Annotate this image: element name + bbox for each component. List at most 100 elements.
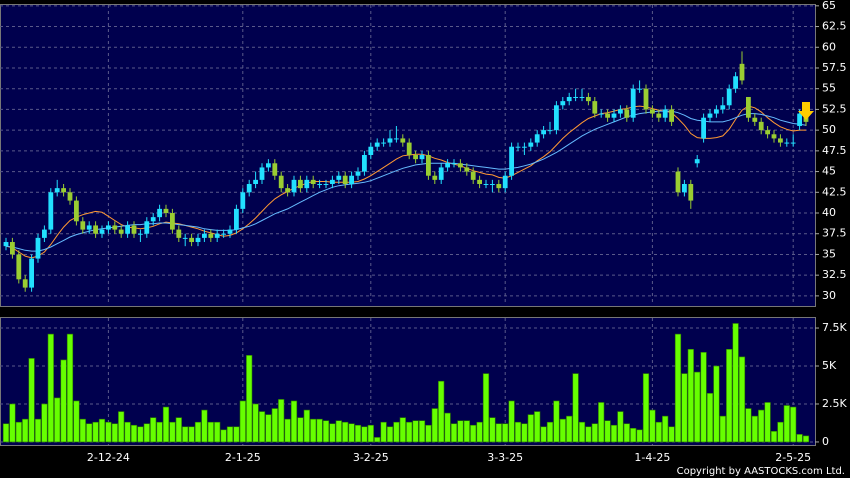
volume-bar — [566, 415, 573, 443]
x-tick-label: 3-2-25 — [353, 451, 389, 464]
latest-arrow — [798, 102, 814, 120]
volume-bar — [450, 423, 458, 443]
candle-body — [182, 237, 188, 239]
y-tick-label: 40 — [822, 206, 836, 219]
volume-bar — [335, 420, 342, 443]
candle-body — [618, 109, 623, 114]
y-tick-label: 32.5 — [822, 268, 847, 281]
volume-bar — [239, 400, 246, 443]
volume-bar — [393, 421, 400, 443]
volume-bar — [15, 421, 22, 443]
volume-bar — [220, 429, 227, 443]
volume-bar — [303, 409, 310, 443]
volume-bar — [649, 409, 656, 443]
candle-body — [790, 142, 796, 144]
volume-bar — [169, 421, 176, 443]
volume-bar — [316, 418, 323, 443]
candle-body — [29, 258, 34, 288]
candle-body — [739, 63, 745, 81]
candle-body — [502, 175, 508, 189]
volume-bar — [105, 421, 112, 443]
volume-bar — [386, 426, 394, 443]
y-tick-label: 55 — [822, 82, 836, 95]
candle-body — [381, 142, 386, 144]
candle-body — [797, 113, 802, 126]
volume-bar — [258, 411, 266, 443]
candle-body — [118, 229, 124, 234]
volume-bar — [790, 406, 797, 443]
candle-body — [342, 175, 348, 185]
candle-body — [394, 138, 399, 140]
volume-bar — [354, 424, 362, 443]
candle-body — [259, 167, 265, 180]
candle-body — [291, 179, 297, 193]
volume-bar — [534, 411, 541, 443]
volume-bar — [770, 431, 778, 443]
volume-bar — [655, 421, 662, 443]
candle-body — [266, 163, 271, 168]
candle-body — [355, 171, 361, 176]
y-tick-label: 0 — [822, 435, 829, 448]
y-tick-label: 37.5 — [822, 227, 847, 240]
volume-bar — [66, 333, 74, 443]
candle-body — [61, 188, 66, 193]
volume-bar — [156, 421, 163, 443]
candle-body — [451, 163, 457, 165]
candle-body — [93, 225, 98, 234]
candle-body — [202, 233, 207, 238]
plot-layer: 30 32.5 35 37.5 40 42.5 45 47.5 50 52.5 55 57.5 60 62… — [0, 0, 847, 464]
candle-body — [278, 175, 284, 189]
y-tick-label: 30 — [822, 289, 836, 302]
volume-bar — [130, 424, 138, 443]
candle-body — [304, 179, 310, 189]
candle-body — [112, 225, 118, 230]
candle-body — [157, 208, 162, 218]
candle-body — [765, 130, 770, 135]
volume-bar — [278, 399, 285, 443]
candle-body — [771, 134, 777, 139]
volume-bar — [463, 420, 470, 443]
y-tick-label: 62.5 — [822, 20, 847, 33]
volume-bar — [502, 423, 509, 443]
candle-body — [701, 117, 706, 139]
volume-bar — [444, 412, 451, 443]
candle-body — [234, 208, 239, 230]
candle-body — [643, 88, 649, 110]
volume-bar — [668, 426, 675, 443]
candle-body — [522, 146, 527, 148]
candle-body — [746, 96, 751, 118]
volume-bar — [604, 420, 611, 443]
candle-body — [406, 142, 412, 155]
candle-body — [630, 88, 636, 118]
candle-body — [131, 225, 137, 234]
volume-bar — [367, 424, 374, 443]
candle-body — [752, 117, 758, 122]
candle-body — [298, 179, 303, 189]
candle-body — [170, 213, 175, 230]
copyright: Copyright by AASTOCKS.com Ltd. — [677, 466, 845, 477]
x-tick-label: 3-3-25 — [487, 451, 523, 464]
candle-body — [285, 188, 290, 193]
candle-body — [470, 171, 476, 180]
volume-bar — [79, 418, 86, 443]
volume-bar — [764, 402, 771, 443]
volume-bar — [22, 418, 29, 443]
candle-body — [560, 101, 566, 106]
candle-body — [784, 142, 790, 144]
candle-body — [22, 279, 28, 288]
volume-bar — [559, 418, 566, 443]
volume-bar — [636, 429, 643, 443]
candle-body — [432, 175, 438, 180]
volume-bar — [54, 397, 61, 443]
candle-body — [214, 233, 220, 238]
volume-bar — [726, 348, 733, 443]
candle-body — [67, 192, 73, 201]
candle-body — [778, 138, 783, 143]
volume-bar — [252, 403, 259, 443]
volume-bar — [361, 426, 368, 443]
candle-body — [227, 229, 233, 234]
candle-body — [547, 130, 553, 132]
candle-body — [253, 179, 258, 185]
candle-body — [496, 184, 502, 189]
candle-body — [125, 225, 130, 234]
